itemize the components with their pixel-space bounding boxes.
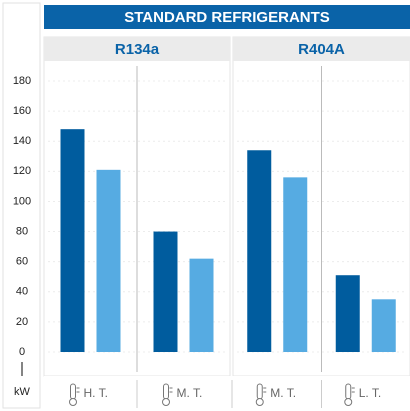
- x-tick-label: M. T.: [177, 386, 203, 400]
- y-tick-label: 80: [16, 225, 28, 237]
- thermometer-bulb: [255, 398, 264, 406]
- title-bar: [44, 5, 410, 29]
- bar: [335, 275, 360, 352]
- x-tick-label: H. T.: [84, 386, 108, 400]
- axis-column: [2, 2, 41, 409]
- y-tick-label: 140: [13, 135, 31, 147]
- y-tick-label: 20: [16, 316, 28, 328]
- panel-title: R134a: [115, 41, 160, 58]
- x-tick-label: M. T.: [270, 386, 296, 400]
- chart-title: STANDARD REFRIGERANTS: [124, 9, 330, 26]
- bar: [371, 299, 396, 352]
- y-tick-label: 100: [13, 195, 31, 207]
- bar: [283, 177, 308, 352]
- y-tick-label: 180: [13, 75, 31, 87]
- panel-header: [44, 37, 230, 61]
- panel-title: R404A: [298, 41, 345, 58]
- thermometer-icon: [69, 383, 80, 406]
- thermometer-bulb: [69, 398, 77, 406]
- y-tick-label: 60: [16, 256, 28, 268]
- y-tick-label: 120: [13, 165, 31, 177]
- thermometer-icon: [255, 383, 267, 406]
- x-tick-label: L. T.: [359, 386, 381, 400]
- thermometer-bulb: [162, 398, 170, 406]
- y-tick-label: 40: [16, 286, 28, 298]
- y-tick-label: 160: [13, 105, 31, 117]
- y-tick-label: 0: [19, 346, 25, 358]
- thermometer-icon: [344, 383, 355, 406]
- y-axis-label: kW: [14, 386, 31, 398]
- bar: [247, 150, 272, 352]
- bar: [60, 129, 85, 352]
- bar: [96, 169, 121, 352]
- bar: [153, 231, 178, 352]
- panel-header: [233, 37, 410, 61]
- thermometer-bulb: [344, 398, 353, 406]
- bar: [189, 258, 214, 352]
- thermometer-icon: [162, 383, 173, 406]
